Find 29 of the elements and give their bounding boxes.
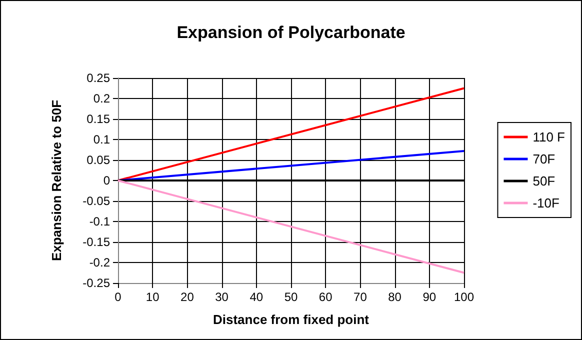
x-tick-label: 90 [422, 290, 436, 304]
y-tick-label: 0 [103, 174, 110, 188]
x-tick-label: 30 [215, 290, 229, 304]
x-tick-label: 80 [388, 290, 402, 304]
legend-label: 50F [532, 174, 556, 188]
y-tick-label: -0.2 [89, 256, 110, 270]
legend-label: -10F [532, 196, 560, 210]
x-tick-label: 20 [180, 290, 194, 304]
x-tick-label: 10 [146, 290, 160, 304]
y-tick-label: -0.1 [89, 214, 110, 228]
x-tick-label: 50 [284, 290, 298, 304]
y-tick-label: 0.1 [93, 132, 110, 146]
x-tick-label: 60 [318, 290, 333, 304]
x-tick-label: 0 [114, 290, 122, 304]
y-tick-label: 0.15 [86, 112, 110, 126]
y-tick-label: 0.05 [86, 153, 110, 167]
x-tick-label: 100 [454, 290, 474, 304]
y-tick-label: -0.25 [82, 276, 110, 290]
y-tick-label: 0.25 [86, 71, 110, 85]
legend-label: 110 F [532, 130, 566, 144]
x-tick-label: 40 [250, 290, 264, 304]
y-tick-label: 0.2 [93, 92, 110, 106]
y-axis-title: Expansion Relative to 50F [49, 100, 64, 262]
x-tick-label: 70 [354, 290, 368, 304]
x-axis-title: Distance from fixed point [212, 312, 370, 327]
legend-label: 70F [532, 152, 556, 166]
y-tick-label: -0.05 [82, 194, 110, 208]
y-tick-label: -0.15 [82, 235, 110, 249]
chart-title: Expansion of Polycarbonate [176, 23, 406, 42]
